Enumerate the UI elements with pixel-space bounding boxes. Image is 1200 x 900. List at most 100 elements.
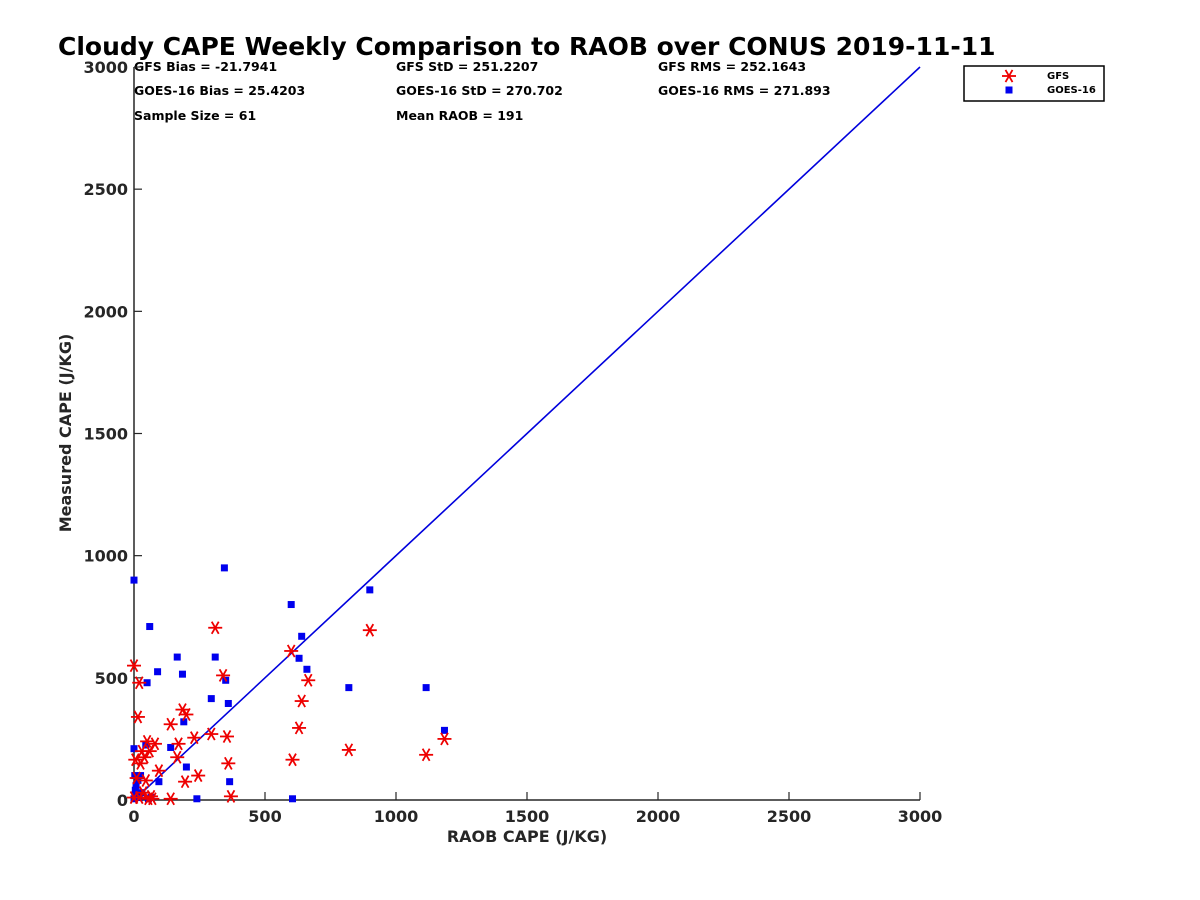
gfs-bias-stat: GFS Bias = -21.7941 [134, 59, 277, 74]
gfs-point [127, 659, 141, 673]
gfs-point [187, 731, 202, 745]
gfs-point [163, 792, 178, 806]
goes16-point [130, 745, 138, 753]
gfs-point [292, 721, 307, 735]
goes16-point [226, 778, 234, 786]
gfs-point [178, 775, 193, 789]
goes16-point [224, 699, 232, 707]
chart-title: Cloudy CAPE Weekly Comparison to RAOB ov… [58, 32, 996, 61]
goes16-point [211, 653, 219, 661]
goes16-point [146, 623, 154, 631]
gfs-point [147, 737, 162, 751]
y-tick-label: 1000 [83, 547, 128, 566]
gfs-point [341, 743, 356, 757]
x-tick-label: 1500 [505, 807, 550, 826]
gfs-point [294, 694, 309, 708]
legend-label-goes16: GOES-16 [1047, 85, 1096, 96]
x-tick-label: 500 [248, 807, 281, 826]
reference-line-group [133, 66, 921, 801]
gfs-point [208, 621, 223, 635]
gfs-point [129, 771, 144, 785]
gfs-point [145, 792, 160, 806]
goes16-point [295, 654, 303, 662]
goes16-point [178, 670, 186, 678]
goes16-point [155, 778, 163, 786]
goes16-point [180, 718, 188, 726]
goes16-point [143, 679, 151, 687]
goes16-legend-marker [1005, 86, 1013, 94]
x-tick-label: 2000 [636, 807, 681, 826]
legend: GFS GOES-16 [963, 65, 1105, 102]
goes16-point [440, 726, 448, 734]
gfs-point [437, 732, 452, 746]
gfs-point [132, 676, 147, 690]
gfs-point [137, 750, 152, 764]
goes16-point [287, 601, 295, 609]
y-tick-label: 0 [117, 791, 128, 810]
x-axis-label: RAOB CAPE (J/KG) [447, 827, 607, 846]
goes16-point [298, 632, 306, 640]
gfs-point [130, 710, 145, 724]
gfs-point [140, 734, 155, 748]
gfs-point [284, 644, 299, 658]
y-tick-label: 2500 [83, 180, 128, 199]
gfs-rms-stat: GFS RMS = 252.1643 [658, 59, 806, 74]
goes16-point [137, 772, 145, 780]
gfs-point [138, 773, 153, 787]
legend-marker-gfs [1002, 69, 1016, 83]
gfs-point [220, 729, 235, 743]
goes16-point [130, 576, 138, 584]
data-points [127, 564, 452, 806]
goes16-bias-stat: GOES-16 Bias = 25.4203 [134, 83, 305, 98]
y-tick-label: 2000 [83, 302, 128, 321]
goes16-point [182, 763, 190, 771]
sample-size-stat: Sample Size = 61 [134, 108, 256, 123]
goes16-point [132, 781, 140, 789]
goes16-rms-stat: GOES-16 RMS = 271.893 [658, 83, 831, 98]
gfs-point [221, 756, 236, 770]
goes16-point [303, 665, 311, 673]
gfs-point [301, 673, 316, 687]
x-tick-label: 1000 [374, 807, 419, 826]
gfs-point [170, 750, 185, 764]
statistics-panel: GFS Bias = -21.7941 GFS StD = 251.2207 G… [134, 59, 831, 123]
gfs-point [151, 764, 166, 778]
legend-box [963, 65, 1105, 102]
gfs-point [163, 717, 178, 731]
gfs-legend-marker [1002, 69, 1016, 83]
gfs-point [171, 737, 186, 751]
goes16-point [167, 743, 175, 751]
goes16-point [289, 795, 297, 803]
y-tick-label: 3000 [83, 58, 128, 77]
axes: 0 500 1000 1500 2000 2500 3000 0 500 1000 1500 2000… [83, 58, 942, 826]
gfs-point [204, 727, 219, 741]
goes16-point [154, 668, 162, 676]
gfs-point [362, 623, 377, 637]
legend-label-gfs: GFS [1047, 71, 1069, 82]
gfs-point [285, 753, 300, 767]
gfs-point [223, 789, 238, 803]
y-axis-label: Measured CAPE (J/KG) [56, 334, 75, 533]
mean-raob-stat: Mean RAOB = 191 [396, 108, 523, 123]
x-tick-label: 3000 [898, 807, 943, 826]
goes16-point [207, 695, 215, 703]
goes16-point [345, 684, 353, 692]
gfs-std-stat: GFS StD = 251.2207 [396, 59, 538, 74]
legend-marker-goes16 [1005, 86, 1013, 94]
goes16-point [131, 786, 139, 794]
gfs-point [179, 707, 194, 721]
gfs-point [216, 668, 231, 682]
reference-line [133, 66, 921, 801]
goes16-point [173, 653, 181, 661]
gfs-point [419, 748, 434, 762]
x-tick-label: 0 [128, 807, 139, 826]
goes16-point [366, 586, 374, 594]
goes16-point [220, 564, 228, 572]
goes16-point [422, 684, 430, 692]
y-tick-label: 500 [95, 669, 128, 688]
goes16-std-stat: GOES-16 StD = 270.702 [396, 83, 563, 98]
y-tick-label: 1500 [83, 425, 128, 444]
goes16-point [193, 795, 201, 803]
gfs-point [191, 769, 206, 783]
